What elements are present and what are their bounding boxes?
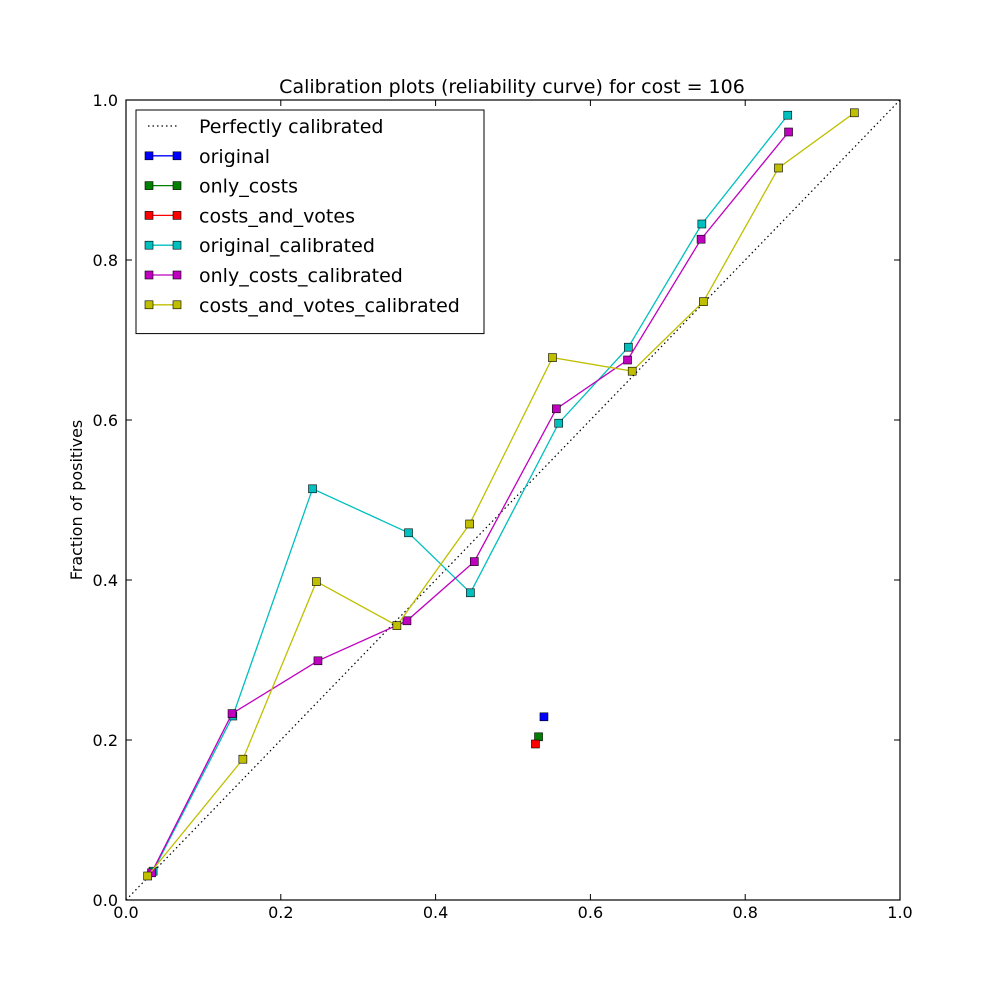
data-point-costs-and-votes-calibrated — [627, 366, 637, 376]
y-axis-label: Fraction of positives — [67, 420, 86, 581]
legend-marker-only-costs-calibrated — [172, 270, 182, 280]
y-tick-label: 0.0 — [93, 891, 118, 910]
data-point-costs-and-votes — [531, 739, 540, 749]
y-tick-label: 0.4 — [93, 571, 118, 590]
legend-marker-original — [144, 151, 154, 161]
x-tick-label: 0.4 — [423, 903, 448, 922]
data-point-costs-and-votes-calibrated — [143, 871, 152, 881]
plot-area: 0.0 0.2 0.4 0.6 0.8 1.0 0.0 0.2 0.4 0.6 0.8 1.0 — [93, 91, 913, 922]
legend-marker-only-costs — [172, 181, 182, 190]
data-point-original-calibrated — [308, 484, 317, 494]
legend-label-original: original — [199, 146, 270, 168]
data-point-only-costs-calibrated — [784, 127, 793, 137]
legend-label-perfectly-calibrated: Perfectly calibrated — [199, 116, 383, 138]
data-point-only-costs-calibrated — [623, 355, 632, 365]
legend-marker-only-costs — [144, 181, 154, 190]
perfect-calibration-line — [125, 99, 901, 901]
data-point-costs-and-votes-calibrated — [238, 754, 248, 764]
data-point-original-calibrated — [554, 418, 563, 428]
x-tick-label: 0.2 — [268, 903, 293, 922]
legend-marker-original-calibrated — [172, 240, 182, 250]
data-point-original — [539, 712, 549, 722]
data-point-only-costs-calibrated — [552, 404, 561, 414]
y-tick-label: 0.6 — [93, 411, 118, 430]
x-tick-label: 1.0 — [887, 903, 912, 922]
x-tick-label: 0.6 — [578, 903, 603, 922]
legend-label-costs-and-votes-calibrated: costs_and_votes_calibrated — [199, 295, 460, 317]
legend-marker-costs-and-votes-calibrated — [172, 300, 182, 310]
legend-marker-costs-and-votes — [144, 211, 154, 220]
legend: Perfectly calibrated original only_costsco… — [135, 109, 485, 335]
y-tick-label: 1.0 — [93, 91, 118, 110]
series-line-costs-and-votes-calibrated — [147, 112, 855, 877]
data-point-costs-and-votes-calibrated — [392, 621, 402, 630]
x-tick-label: 0.0 — [113, 903, 138, 922]
y-tick-label: 0.2 — [93, 731, 118, 750]
data-point-only-costs-calibrated — [313, 656, 323, 666]
legend-label-only-costs: only_costs — [199, 176, 298, 198]
data-point-costs-and-votes-calibrated — [548, 353, 557, 362]
chart-title: Calibration plots (reliability curve) fo… — [279, 76, 745, 98]
data-point-costs-and-votes-calibrated — [699, 297, 708, 306]
data-point-original-calibrated — [697, 219, 707, 229]
data-point-costs-and-votes-calibrated — [465, 519, 474, 529]
legend-label-costs-and-votes: costs_and_votes — [199, 205, 355, 227]
data-point-original-calibrated — [783, 110, 793, 120]
x-tick-label: 0.8 — [732, 903, 757, 922]
y-tick-label: 0.8 — [93, 251, 118, 270]
data-point-only-costs-calibrated — [227, 709, 237, 718]
legend-label-original-calibrated: original_calibrated — [199, 235, 375, 257]
data-point-original-calibrated — [404, 528, 413, 538]
legend-label-only-costs-calibrated: only_costs_calibrated — [199, 265, 403, 287]
data-point-original-calibrated — [466, 588, 475, 598]
data-point-only-costs-calibrated — [696, 234, 706, 244]
legend-marker-original-calibrated — [144, 240, 154, 250]
legend-marker-costs-and-votes-calibrated — [144, 300, 154, 310]
data-point-costs-and-votes-calibrated — [850, 108, 859, 118]
legend-marker-only-costs-calibrated — [144, 270, 154, 280]
data-point-only-costs — [534, 732, 543, 742]
data-point-original-calibrated — [624, 342, 633, 352]
legend-marker-original — [172, 151, 182, 161]
plot-frame — [125, 99, 901, 901]
data-point-only-costs-calibrated — [402, 616, 412, 626]
legend-marker-costs-and-votes — [172, 211, 182, 220]
legend-box — [135, 109, 485, 335]
data-point-only-costs-calibrated — [469, 557, 479, 566]
data-point-costs-and-votes-calibrated — [312, 577, 321, 586]
data-point-costs-and-votes-calibrated — [774, 163, 783, 173]
